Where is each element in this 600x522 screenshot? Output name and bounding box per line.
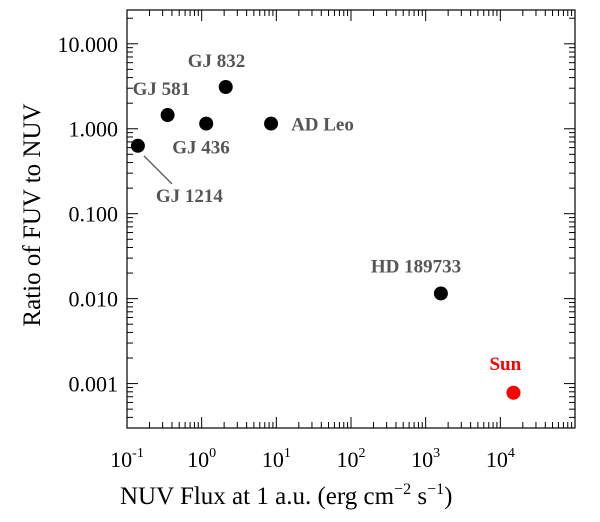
- y-tick-label: 1.000: [69, 117, 119, 142]
- connector-lines: [143, 155, 173, 185]
- point-label-gj-581: GJ 581: [133, 79, 191, 100]
- point-label-gj-436: GJ 436: [172, 138, 230, 159]
- y-axis-title: Ratio of FUV to NUV: [19, 103, 46, 326]
- point-gj-1214: [130, 138, 145, 153]
- point-ad-leo: [264, 116, 279, 131]
- data-points: [130, 80, 521, 400]
- x-tick-label: 102: [337, 446, 366, 472]
- point-sun: [506, 385, 521, 400]
- point-label-sun: Sun: [489, 354, 521, 375]
- x-tick-label: 104: [486, 446, 515, 472]
- x-tick-label: 103: [411, 446, 440, 472]
- point-gj-581: [160, 108, 175, 123]
- x-tick-labels: 10-1 100 101 102 103 104: [110, 446, 515, 472]
- x-tick-label: 100: [187, 446, 216, 472]
- point-gj-832: [218, 80, 233, 95]
- x-tick-label: 101: [262, 446, 291, 472]
- y-tick-label: 10.000: [58, 32, 119, 57]
- x-axis-title: NUV Flux at 1 a.u. (erg cm−2 s−1): [120, 481, 452, 510]
- point-labels: GJ 1214 GJ 581 GJ 436 GJ 832 AD Leo HD 189733…: [133, 51, 522, 375]
- point-hd-189733: [433, 286, 448, 301]
- y-tick-label: 0.010: [69, 287, 119, 312]
- y-tick-label: 0.001: [69, 372, 119, 397]
- point-label-gj-832: GJ 832: [188, 51, 246, 72]
- point-label-ad-leo: AD Leo: [291, 115, 354, 136]
- point-label-hd-189733: HD 189733: [371, 256, 461, 277]
- point-gj-436: [199, 116, 214, 131]
- point-label-gj-1214: GJ 1214: [156, 186, 224, 207]
- y-tick-label: 0.100: [69, 202, 119, 227]
- axis-ticks: [126, 10, 575, 429]
- y-tick-labels: 10.000 1.000 0.100 0.010 0.001: [58, 32, 119, 397]
- connector-gj-1214: [143, 155, 173, 185]
- x-tick-label: 10-1: [110, 446, 144, 472]
